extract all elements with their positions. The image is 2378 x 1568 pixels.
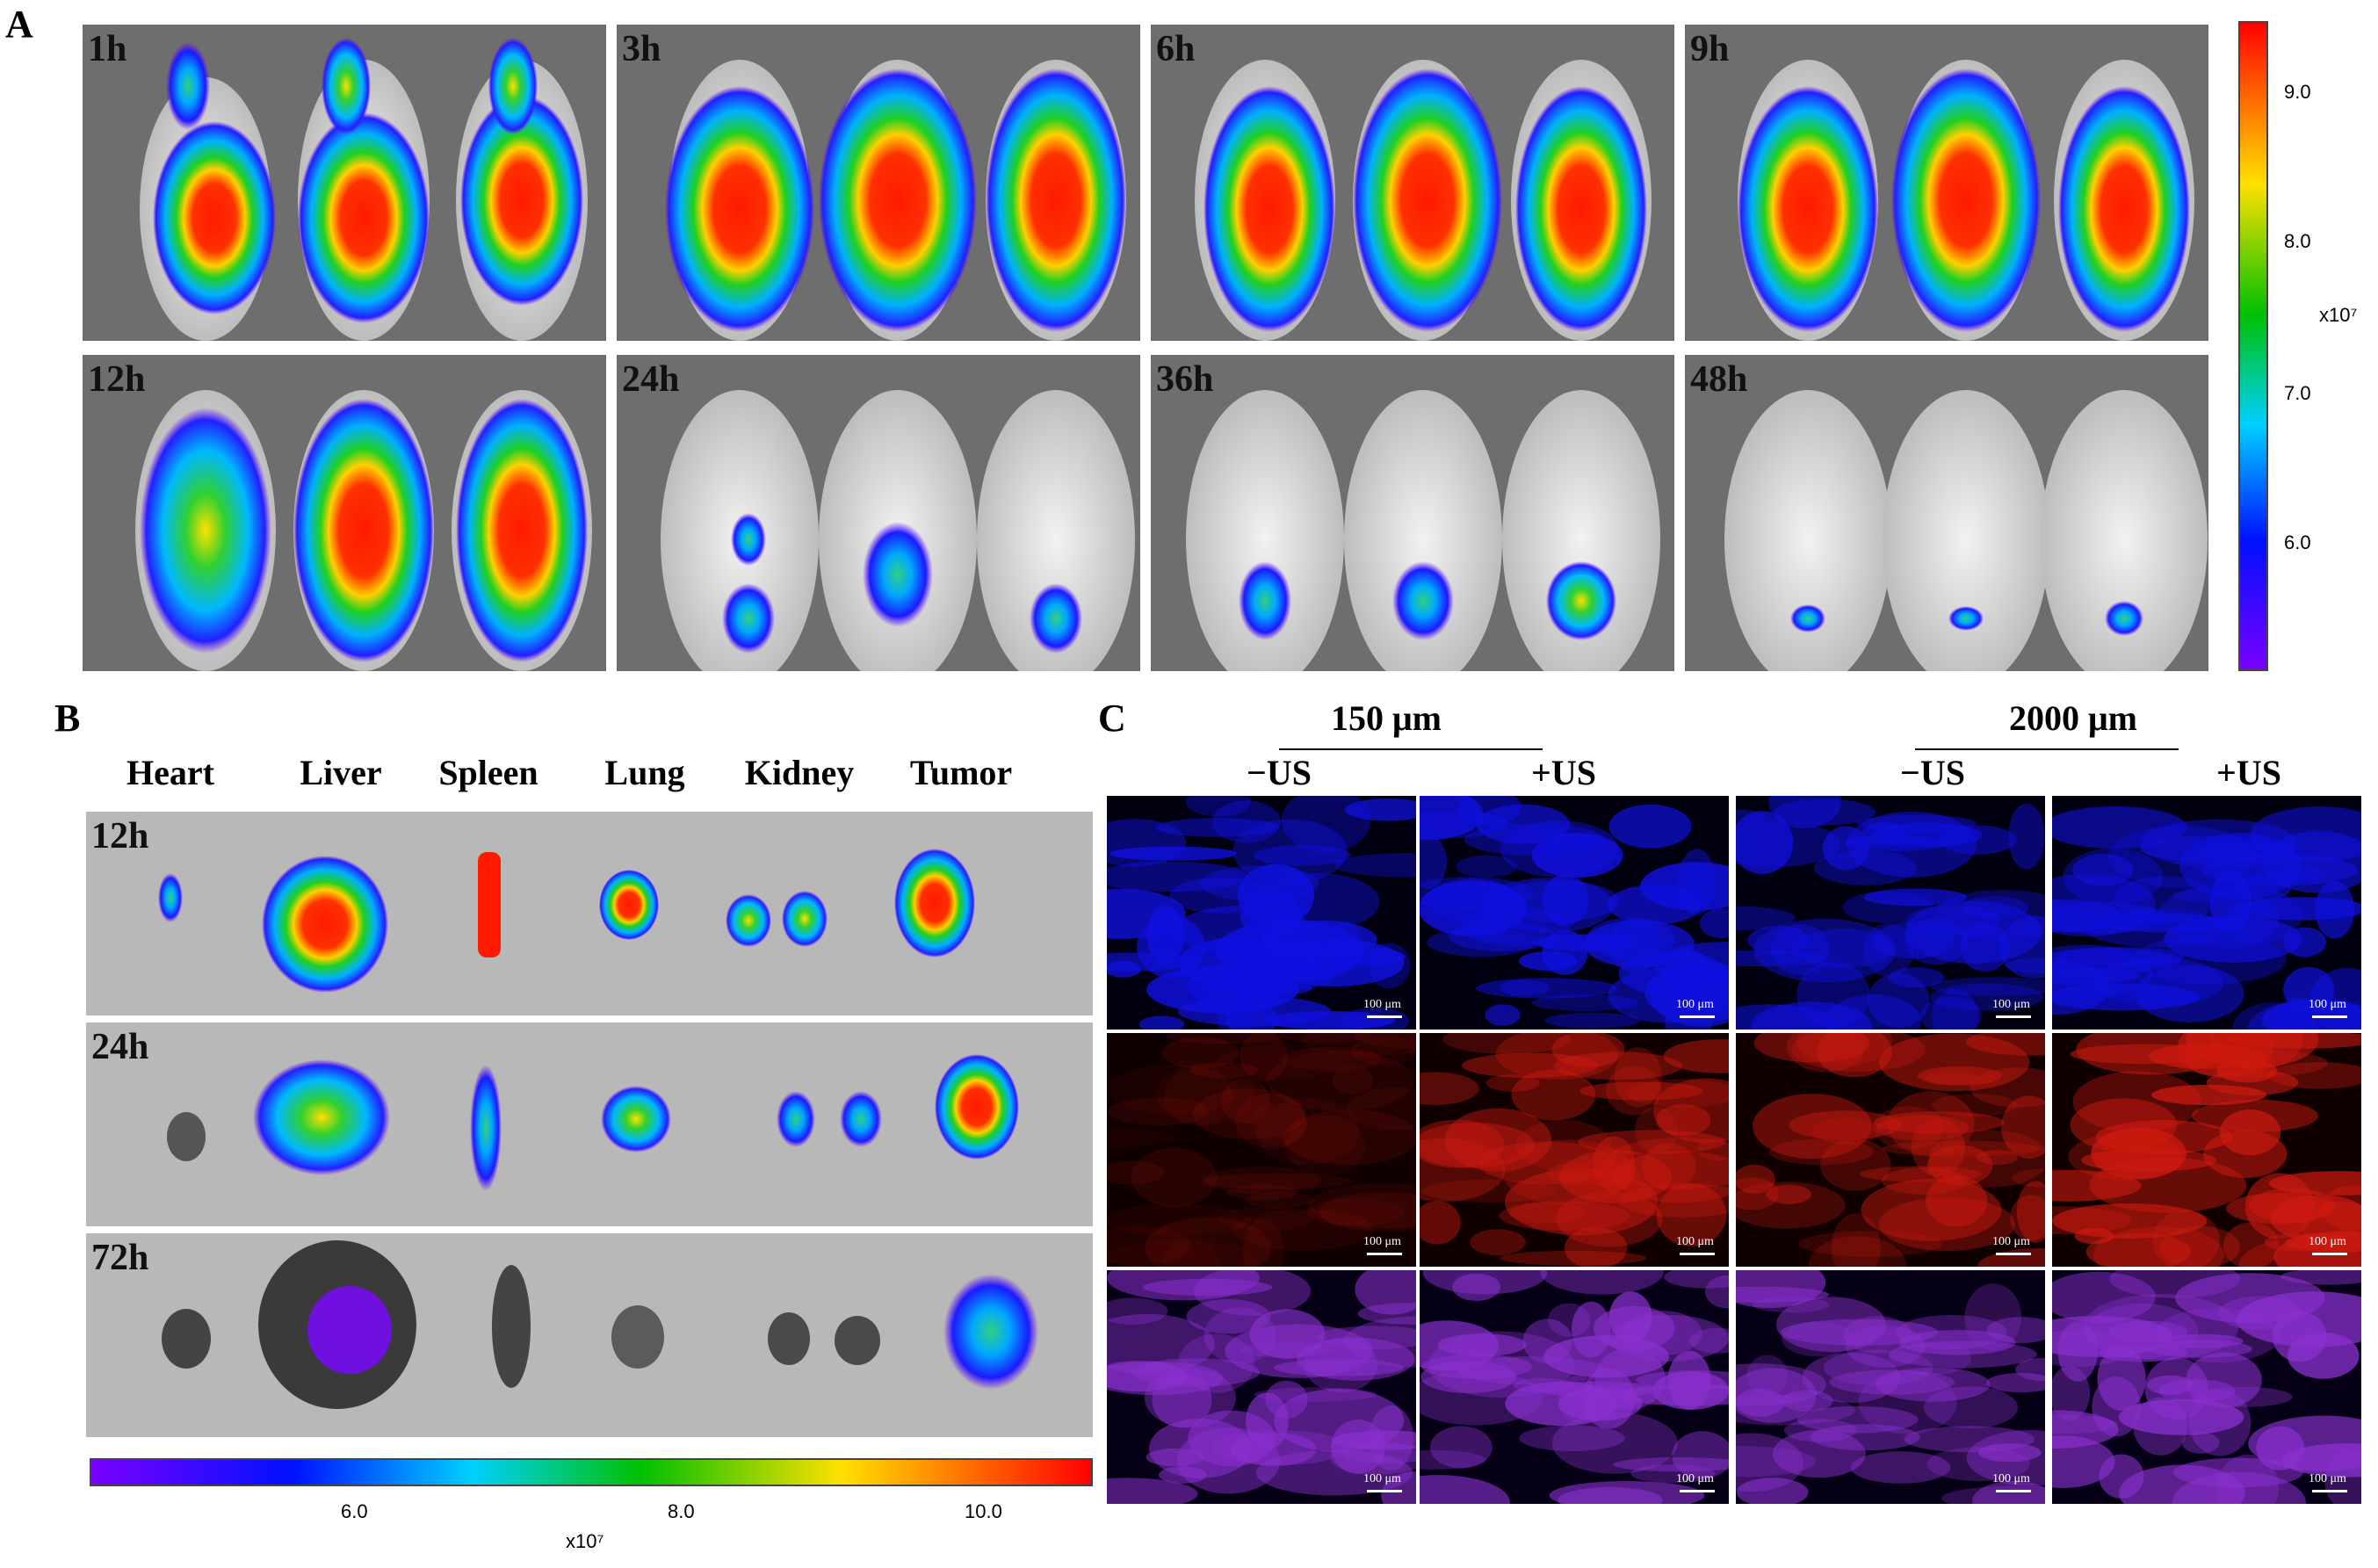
scale-bar-label: 100 μm <box>2309 998 2346 1011</box>
group-underline-2000um <box>1915 748 2179 750</box>
group-label-150um: 150 μm <box>1331 698 1442 738</box>
organ-image-24h: 24h <box>86 1022 1093 1226</box>
mouse-image-36h: 36h <box>1151 355 1674 671</box>
panel-b-colorbar-unit: x10⁷ <box>566 1530 604 1552</box>
micrograph-dapi-150um-minus-us: 100 μm <box>1107 796 1416 1030</box>
organ-label-tumor: Tumor <box>909 753 1013 792</box>
scale-bar-label: 100 μm <box>1363 998 1401 1011</box>
panel-a-letter: A <box>5 3 33 46</box>
mouse-image-3h: 3h <box>617 25 1140 341</box>
mouse-image-9h: 9h <box>1685 25 2208 341</box>
scale-bar <box>2312 1253 2347 1255</box>
organ-fluorescence-12h <box>86 812 1093 1015</box>
micrograph-merge-150um-minus-us: 100 μm <box>1107 1270 1416 1504</box>
panel-a-colorbar-tick: 7.0 <box>2284 382 2311 404</box>
group-label-2000um: 2000 μm <box>2009 698 2137 738</box>
organ-time-label-24h: 24h <box>91 1027 149 1067</box>
time-label-48h: 48h <box>1690 359 1748 400</box>
organ-label-heart: Heart <box>126 753 214 792</box>
organ-label-lung: Lung <box>604 753 685 792</box>
scale-bar-label: 100 μm <box>1992 998 2030 1011</box>
time-label-9h: 9h <box>1690 29 1730 69</box>
mouse-bioluminescence-3h <box>617 25 1140 341</box>
panel-b-colorbar <box>90 1458 1093 1486</box>
panel-b-colorbar-tick: 8.0 <box>668 1500 695 1522</box>
micrograph-red-2000um-minus-us: 100 μm <box>1736 1033 2045 1267</box>
scale-bar-label: 100 μm <box>2309 1235 2346 1248</box>
scale-bar <box>1996 1015 2031 1018</box>
scale-bar-label: 100 μm <box>1676 998 1714 1011</box>
col-label-150-minus-us: −US <box>1247 753 1312 792</box>
mouse-bioluminescence-6h <box>1151 25 1674 341</box>
panel-b-colorbar-tick: 10.0 <box>965 1500 1002 1522</box>
time-label-24h: 24h <box>622 359 680 400</box>
micrograph-merge-2000um-plus-us: 100 μm <box>2052 1270 2361 1504</box>
panel-a-colorbar-unit: x10⁷ <box>2319 304 2358 326</box>
micrograph-red-150um-plus-us: 100 μm <box>1420 1033 1729 1267</box>
organ-image-12h: 12h <box>86 812 1093 1015</box>
organ-time-label-72h: 72h <box>91 1238 149 1278</box>
micrograph-dapi-2000um-minus-us: 100 μm <box>1736 796 2045 1030</box>
col-label-2000-minus-us: −US <box>1900 753 1965 792</box>
panel-a-colorbar-tick: 6.0 <box>2284 531 2311 553</box>
panel-b-letter: B <box>54 697 81 740</box>
micrograph-dapi-2000um-plus-us: 100 μm <box>2052 796 2361 1030</box>
scale-bar <box>1680 1490 1715 1492</box>
scale-bar-label: 100 μm <box>1676 1472 1714 1485</box>
organ-time-label-12h: 12h <box>91 816 149 856</box>
scale-bar <box>1996 1490 2031 1492</box>
scale-bar <box>2312 1015 2347 1018</box>
scale-bar-label: 100 μm <box>1363 1472 1401 1485</box>
mouse-image-12h: 12h <box>83 355 606 671</box>
mouse-image-24h: 24h <box>617 355 1140 671</box>
scale-bar <box>1680 1253 1715 1255</box>
scale-bar-label: 100 μm <box>2309 1472 2346 1485</box>
col-label-150-plus-us: +US <box>1531 753 1596 792</box>
mouse-bioluminescence-24h <box>617 355 1140 671</box>
mouse-bioluminescence-48h <box>1685 355 2208 671</box>
organ-image-72h: 72h <box>86 1233 1093 1437</box>
organ-label-spleen: Spleen <box>438 753 538 792</box>
scale-bar-label: 100 μm <box>1676 1235 1714 1248</box>
organ-label-kidney: Kidney <box>744 753 855 792</box>
scale-bar <box>1367 1253 1402 1255</box>
col-label-2000-plus-us: +US <box>2216 753 2281 792</box>
group-underline-150um <box>1279 748 1543 750</box>
scale-bar <box>2312 1490 2347 1492</box>
mouse-bioluminescence-36h <box>1151 355 1674 671</box>
panel-a-colorbar-tick: 9.0 <box>2284 81 2311 103</box>
panel-c-letter: C <box>1098 697 1126 740</box>
mouse-image-1h: 1h <box>83 25 606 341</box>
mouse-bioluminescence-12h <box>83 355 606 671</box>
mouse-image-6h: 6h <box>1151 25 1674 341</box>
panel-a-colorbar-tick: 8.0 <box>2284 230 2311 252</box>
time-label-36h: 36h <box>1156 359 1214 400</box>
time-label-6h: 6h <box>1156 29 1196 69</box>
organ-fluorescence-72h <box>86 1233 1093 1437</box>
micrograph-merge-150um-plus-us: 100 μm <box>1420 1270 1729 1504</box>
scale-bar-label: 100 μm <box>1992 1472 2030 1485</box>
scale-bar-label: 100 μm <box>1992 1235 2030 1248</box>
mouse-bioluminescence-9h <box>1685 25 2208 341</box>
scale-bar-label: 100 μm <box>1363 1235 1401 1248</box>
organ-label-liver: Liver <box>300 753 382 792</box>
micrograph-red-150um-minus-us: 100 μm <box>1107 1033 1416 1267</box>
scale-bar <box>1680 1015 1715 1018</box>
micrograph-dapi-150um-plus-us: 100 μm <box>1420 796 1729 1030</box>
panel-b-colorbar-tick: 6.0 <box>341 1500 368 1522</box>
time-label-1h: 1h <box>88 29 127 69</box>
micrograph-merge-2000um-minus-us: 100 μm <box>1736 1270 2045 1504</box>
organ-fluorescence-24h <box>86 1022 1093 1226</box>
panel-a-colorbar <box>2238 21 2268 671</box>
scale-bar <box>1367 1015 1402 1018</box>
time-label-3h: 3h <box>622 29 661 69</box>
mouse-image-48h: 48h <box>1685 355 2208 671</box>
time-label-12h: 12h <box>88 359 146 400</box>
scale-bar <box>1367 1490 1402 1492</box>
micrograph-red-2000um-plus-us: 100 μm <box>2052 1033 2361 1267</box>
mouse-bioluminescence-1h <box>83 25 606 341</box>
scale-bar <box>1996 1253 2031 1255</box>
